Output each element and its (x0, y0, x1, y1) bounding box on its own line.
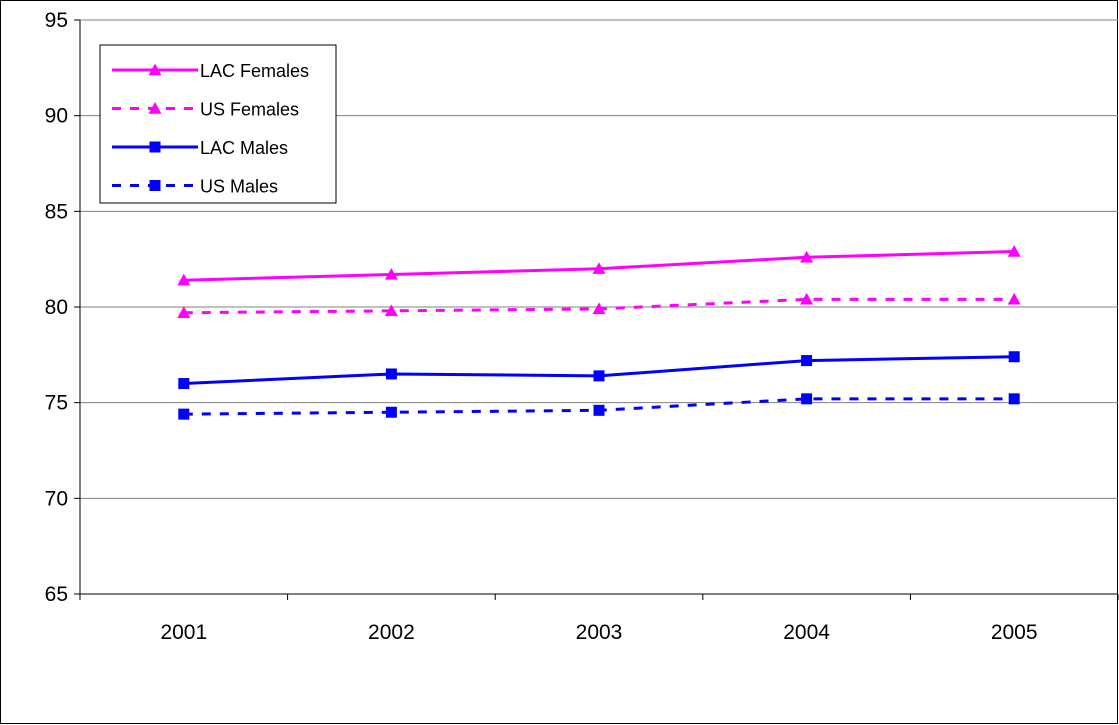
series-us-males (178, 393, 1020, 420)
triangle-marker (148, 102, 162, 114)
legend-label: LAC Females (200, 61, 309, 81)
x-tick-label: 2001 (160, 621, 207, 644)
x-tick-label: 2003 (576, 621, 623, 644)
triangle-marker (384, 267, 398, 280)
triangle-marker (592, 302, 606, 315)
triangle-marker (177, 306, 191, 318)
y-tick-label: 65 (45, 583, 68, 606)
triangle-marker (800, 250, 814, 263)
legend-entry: LAC Males (112, 138, 288, 158)
y-tick-label: 70 (45, 487, 68, 510)
x-tick-label: 2005 (991, 621, 1038, 644)
square-marker (178, 408, 190, 420)
y-tick-label: 75 (45, 392, 68, 415)
triangle-marker (800, 292, 814, 305)
square-marker (149, 141, 161, 153)
square-marker (178, 378, 190, 390)
square-marker (1008, 393, 1020, 405)
legend-label: US Females (200, 100, 299, 120)
legend-entry: US Females (112, 100, 299, 120)
legend-entry: US Males (112, 177, 278, 197)
triangle-marker (148, 63, 162, 76)
series-us-females (177, 292, 1021, 318)
square-marker (1008, 351, 1020, 363)
square-marker (593, 404, 605, 416)
triangle-marker (592, 262, 606, 274)
triangle-marker (177, 273, 191, 286)
triangle-marker (1007, 245, 1021, 257)
legend-label: US Males (200, 177, 278, 197)
y-tick-label: 80 (45, 296, 68, 319)
legend-label: LAC Males (200, 138, 288, 158)
square-marker (593, 370, 605, 382)
legend-entry: LAC Females (112, 61, 309, 81)
legend: LAC Females US Females LAC Males US Males (99, 44, 337, 204)
series-lines (177, 245, 1021, 420)
x-tick-label: 2004 (783, 621, 830, 644)
square-marker (385, 406, 397, 418)
square-marker (801, 393, 813, 405)
series-lac-males (178, 351, 1020, 390)
y-tick-label: 85 (45, 200, 68, 223)
y-axis-tick-labels: 65 70 75 80 85 90 95 (45, 9, 68, 606)
square-marker (149, 180, 161, 191)
x-tick-label: 2002 (368, 621, 415, 644)
x-axis-tick-labels: 2001 2002 2003 2004 2005 (160, 621, 1037, 644)
axes (74, 19, 1119, 600)
square-marker (801, 355, 813, 367)
y-tick-label: 95 (45, 9, 68, 32)
series-lac-females (177, 245, 1021, 286)
triangle-marker (1007, 292, 1021, 305)
square-marker (385, 368, 397, 380)
y-tick-label: 90 (45, 105, 68, 128)
triangle-marker (384, 304, 398, 317)
